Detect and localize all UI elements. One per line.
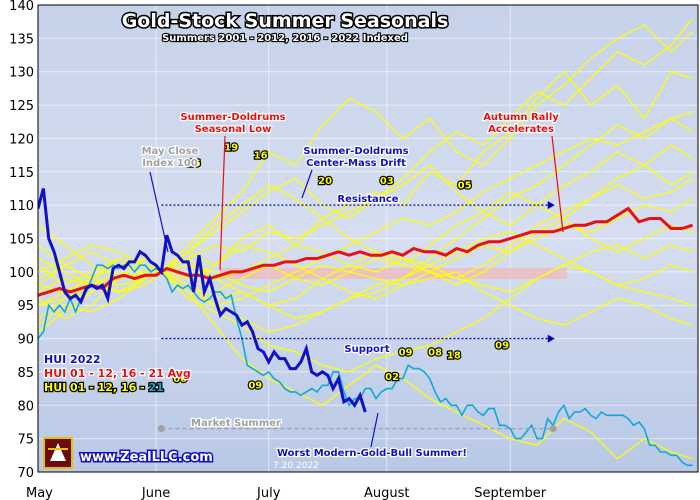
annotation-doldrums-low-1: Summer-Doldrums: [180, 112, 285, 123]
y-tick-label: 95: [17, 299, 34, 314]
year-label: 16: [254, 150, 268, 161]
annotation-autumn-2: Accelerates: [488, 124, 554, 135]
resistance-line-arrow: [547, 201, 555, 210]
y-tick-label: 125: [9, 99, 34, 114]
axes: 70 75 80 85 90 95 100 105 110 115 120 125 130 135 140 M…: [9, 0, 699, 500]
year-label: 20: [318, 176, 332, 187]
line-2021: [38, 264, 693, 467]
year-label: 09: [495, 341, 509, 352]
arrow-autumn: [551, 135, 564, 233]
year-label: 09: [248, 381, 262, 392]
annotation-center-drift-1: Summer-Doldrums: [303, 146, 408, 157]
year-label: 06: [173, 374, 187, 385]
year-labels: 16 19 16 20 03 05 06 09 02 09 08 18 09: [172, 141, 510, 393]
y-tick-label: 100: [9, 266, 34, 281]
year-label: 08: [428, 347, 442, 358]
y-tick-label: 115: [9, 166, 34, 181]
legend-hui-2022: HUI 2022: [44, 353, 101, 366]
annotation-autumn-1: Autumn Rally: [483, 112, 559, 123]
year-label: 02: [385, 372, 399, 383]
legend-average: HUI 01 - 12, 16 - 21 Avg: [44, 367, 191, 380]
y-tick-label: 90: [17, 333, 34, 348]
arrow-worst-summer: [370, 412, 379, 448]
watermark: www.ZealLLC.com: [80, 450, 213, 465]
legend-individual-prefix: HUI 01 - 12, 16 -: [44, 381, 148, 394]
y-tick-label: 80: [17, 399, 34, 414]
market-summer-endpoint: [549, 425, 557, 433]
x-tick-label: July: [256, 486, 281, 500]
arrow-may-close: [149, 171, 169, 253]
x-tick-label: May: [26, 486, 53, 500]
y-tick-label: 130: [9, 66, 34, 81]
plot-frame: [37, 4, 699, 473]
date-label: 7.20.2022: [273, 461, 319, 471]
year-label: 03: [380, 176, 394, 187]
arrow-doldrums-low: [219, 135, 226, 271]
legend-individual: HUI 01 - 12, 16 - 21: [44, 381, 164, 394]
x-tick-label: June: [141, 486, 170, 500]
x-tick-label: August: [364, 486, 410, 500]
annotation-center-drift-2: Center-Mass Drift: [306, 158, 406, 169]
zeal-logo-icon: [43, 437, 73, 469]
chart-title: Gold-Stock Summer Seasonals: [122, 10, 449, 32]
annotation-may-close-1: May Close: [142, 146, 199, 157]
year-label: 05: [458, 180, 472, 191]
label-support: Support: [344, 344, 389, 355]
chart-subtitle: Summers 2001 - 2012, 2016 - 2022 Indexed: [162, 33, 408, 44]
label-market-summer: Market Summer: [191, 418, 281, 429]
support-line-arrow: [547, 334, 555, 343]
line-average: [38, 206, 694, 297]
year-label: 16: [187, 158, 201, 169]
line-hui-2022: [38, 188, 367, 413]
y-tick-label: 140: [9, 0, 34, 14]
annotation-worst-summer: Worst Modern-Gold-Bull Summer!: [277, 448, 467, 459]
label-resistance: Resistance: [337, 194, 398, 205]
y-tick-label: 85: [17, 366, 34, 381]
reference-lines: [157, 201, 557, 433]
y-tick-label: 120: [9, 132, 34, 147]
year-series-line: [38, 264, 693, 326]
y-tick-label: 105: [9, 233, 34, 248]
year-label: 19: [224, 142, 238, 153]
x-tick-label: September: [474, 486, 547, 500]
annotation-may-close-2: Index 100: [142, 158, 198, 169]
y-tick-label: 75: [17, 433, 34, 448]
year-series-line: [38, 244, 693, 306]
year-label: 09: [399, 347, 413, 358]
year-series-line: [38, 111, 693, 306]
y-tick-label: 135: [9, 32, 34, 47]
legend-individual-suffix: 21: [148, 381, 163, 394]
arrow-center-drift: [301, 169, 313, 199]
year-label: 18: [447, 351, 461, 362]
market-summer-endpoint: [157, 425, 165, 433]
annotation-doldrums-low-2: Seasonal Low: [195, 124, 272, 135]
y-tick-label: 110: [9, 199, 34, 214]
seasonal-low-band: [220, 268, 567, 279]
y-tick-label: 70: [17, 466, 34, 481]
